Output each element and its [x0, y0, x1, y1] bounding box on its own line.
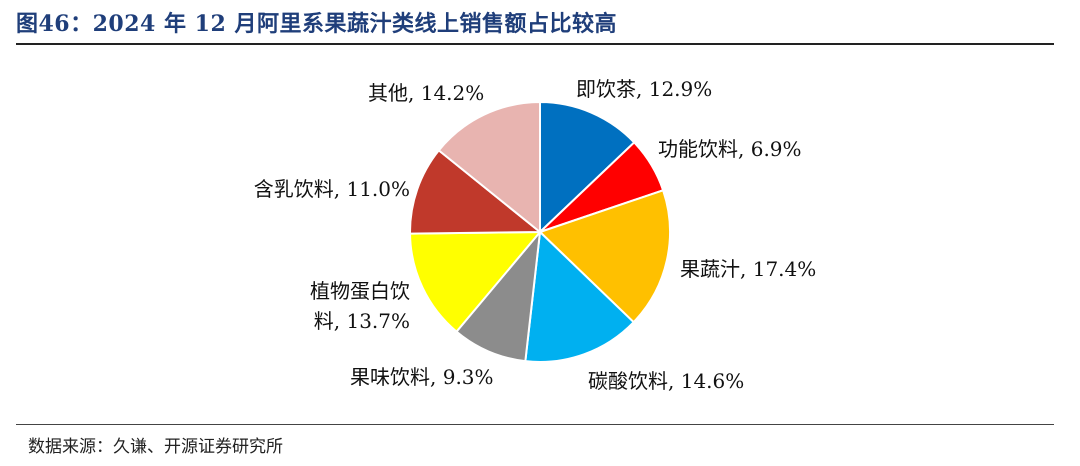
pie-labels: 即饮茶, 12.9% 功能饮料, 6.9% 果蔬汁, 17.4% 碳酸饮料, 14.6…	[254, 77, 817, 393]
pie-slices	[408, 100, 671, 363]
pie-chart: 即饮茶, 12.9% 功能饮料, 6.9% 果蔬汁, 17.4% 碳酸饮料, 14.6…	[254, 77, 817, 393]
pie-slice-6	[408, 230, 543, 334]
title-divider	[16, 43, 1054, 45]
pie-slice-1	[539, 100, 636, 235]
chart-title: 图46：2024 年 12 月阿里系果蔬汁类线上销售额占比较高	[16, 11, 617, 37]
slice-label-line: 植物蛋白饮	[310, 279, 410, 303]
pie-slice-3	[538, 189, 671, 324]
slice-label-5: 果味饮料, 9.3%	[350, 365, 494, 389]
slice-label-4: 碳酸饮料, 14.6%	[588, 369, 744, 393]
source-divider	[16, 424, 1054, 425]
slice-label-6: 植物蛋白饮料, 13.7%	[310, 279, 410, 333]
slice-label-3: 果蔬汁, 17.4%	[680, 257, 816, 281]
source-note: 数据来源：久谦、开源证券研究所	[28, 437, 283, 457]
pie-slice-4	[524, 229, 636, 363]
slice-label-8: 其他, 14.2%	[368, 81, 484, 105]
slice-label-7: 含乳饮料, 11.0%	[254, 177, 410, 201]
pie-slice-7	[409, 148, 543, 235]
pie-slice-8	[437, 100, 541, 235]
slice-label-2: 功能饮料, 6.9%	[658, 137, 802, 161]
slice-label-line: 料, 13.7%	[314, 309, 410, 333]
slice-label-1: 即饮茶, 12.9%	[576, 77, 712, 101]
